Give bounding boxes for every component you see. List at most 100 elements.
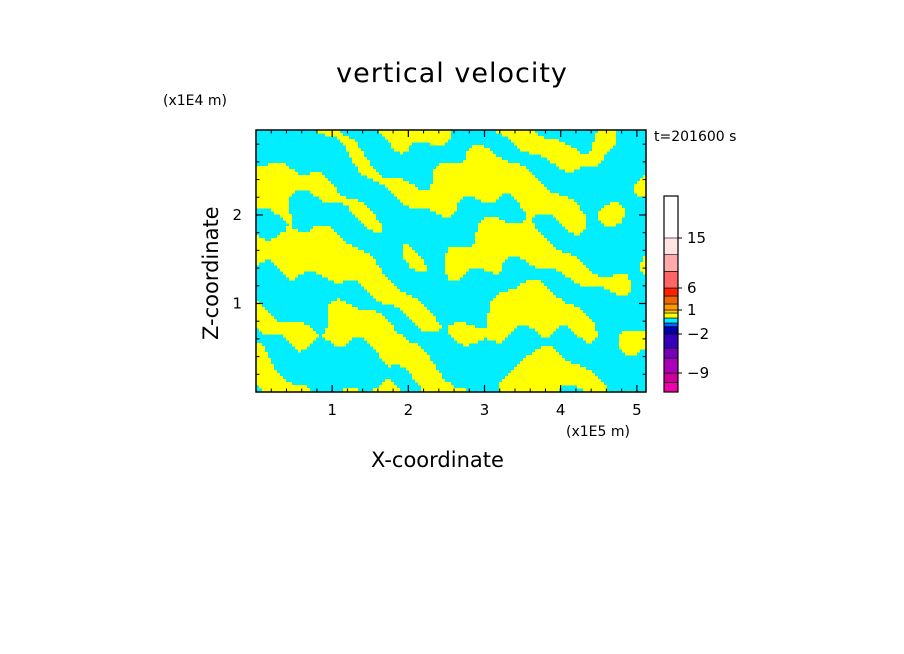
colorbar-segment: [663, 347, 679, 359]
updraft-cell: [391, 190, 550, 194]
updraft-cell: [448, 277, 460, 281]
updraft-cell: [256, 199, 289, 203]
updraft-cell: [274, 262, 376, 266]
updraft-cell: [259, 385, 307, 389]
updraft-cell: [391, 142, 412, 146]
updraft-cell: [643, 256, 646, 260]
updraft-cell: [343, 388, 358, 392]
updraft-cell: [490, 304, 574, 308]
updraft-cell: [256, 238, 265, 242]
updraft-cell: [379, 130, 451, 134]
updraft-cell: [376, 349, 424, 353]
updraft-cell: [559, 166, 580, 170]
updraft-cell: [586, 340, 592, 344]
updraft-cell: [361, 220, 379, 224]
updraft-cell: [256, 193, 292, 197]
updraft-cell: [406, 313, 433, 317]
updraft-cell: [256, 370, 277, 374]
updraft-cell: [325, 337, 352, 341]
updraft-cell: [277, 265, 379, 269]
updraft-cell: [388, 139, 448, 143]
updraft-cell: [388, 187, 418, 191]
updraft-cell: [595, 133, 616, 137]
updraft-cell: [433, 178, 538, 182]
x-tick-label: 4: [556, 401, 566, 419]
updraft-cell: [445, 262, 502, 266]
updraft-cell: [445, 268, 469, 272]
updraft-cell: [601, 220, 622, 224]
updraft-cell: [358, 280, 391, 284]
updraft-cell: [541, 346, 553, 350]
updraft-cell: [340, 139, 355, 143]
updraft-cell: [574, 232, 580, 236]
updraft-cell: [331, 301, 346, 305]
updraft-cell: [490, 310, 583, 314]
updraft-cell: [448, 250, 562, 254]
updraft-cell: [466, 154, 496, 158]
updraft-cell: [475, 235, 544, 239]
colorbar-label: 15: [687, 229, 706, 247]
updraft-cell: [499, 382, 604, 386]
updraft-cell: [604, 286, 631, 290]
updraft-cell: [328, 310, 376, 314]
updraft-cell: [256, 244, 352, 248]
updraft-cell: [292, 343, 310, 347]
updraft-cell: [502, 133, 538, 137]
updraft-cell: [529, 262, 583, 266]
colorbar-segment: [663, 326, 679, 335]
updraft-cell: [445, 256, 508, 260]
updraft-cell: [445, 265, 502, 269]
updraft-cell: [562, 223, 586, 227]
updraft-cell: [430, 184, 544, 188]
updraft-cell: [541, 334, 550, 338]
updraft-cell: [256, 256, 373, 260]
updraft-cell: [256, 241, 346, 245]
updraft-cell: [256, 304, 262, 308]
colorbar-segment: [663, 312, 679, 319]
updraft-cell: [535, 328, 556, 332]
updraft-cell: [385, 184, 415, 188]
updraft-cell: [367, 289, 400, 293]
updraft-cell: [256, 178, 328, 182]
updraft-cell: [487, 337, 505, 341]
updraft-cell: [511, 139, 559, 143]
updraft-cell: [604, 205, 622, 209]
updraft-cell: [379, 352, 427, 356]
colorbar-segment: [663, 287, 679, 297]
updraft-cell: [385, 379, 391, 383]
updraft-cell: [400, 307, 427, 311]
updraft-cell: [520, 205, 580, 209]
updraft-cell: [574, 331, 598, 335]
updraft-cell: [352, 160, 370, 164]
updraft-cell: [298, 349, 301, 353]
updraft-cell: [328, 319, 388, 323]
updraft-cell: [364, 223, 382, 227]
updraft-cell: [580, 283, 631, 287]
x-tick-label: 1: [327, 401, 337, 419]
updraft-cell: [409, 262, 424, 266]
updraft-cell: [355, 163, 370, 167]
x-tick-label: 2: [404, 401, 414, 419]
updraft-cell: [520, 361, 571, 365]
updraft-cell: [430, 187, 547, 191]
updraft-cell: [367, 340, 409, 344]
updraft-cell: [400, 364, 436, 368]
updraft-cell: [256, 310, 268, 314]
updraft-cell: [592, 148, 610, 152]
updraft-cell: [271, 238, 343, 242]
updraft-cell: [271, 259, 376, 263]
colorbar-segment: [663, 295, 679, 305]
updraft-cell: [328, 322, 391, 326]
updraft-cell: [583, 337, 595, 341]
updraft-cell: [496, 340, 502, 344]
updraft-cell: [499, 388, 559, 392]
updraft-cell: [601, 208, 625, 212]
updraft-cell: [259, 328, 313, 332]
updraft-cell: [571, 328, 595, 332]
updraft-cell: [619, 346, 646, 350]
updraft-cell: [328, 316, 385, 320]
updraft-cell: [466, 157, 502, 161]
updraft-cell: [565, 169, 574, 173]
updraft-cell: [526, 214, 535, 218]
updraft-cell: [481, 220, 505, 224]
